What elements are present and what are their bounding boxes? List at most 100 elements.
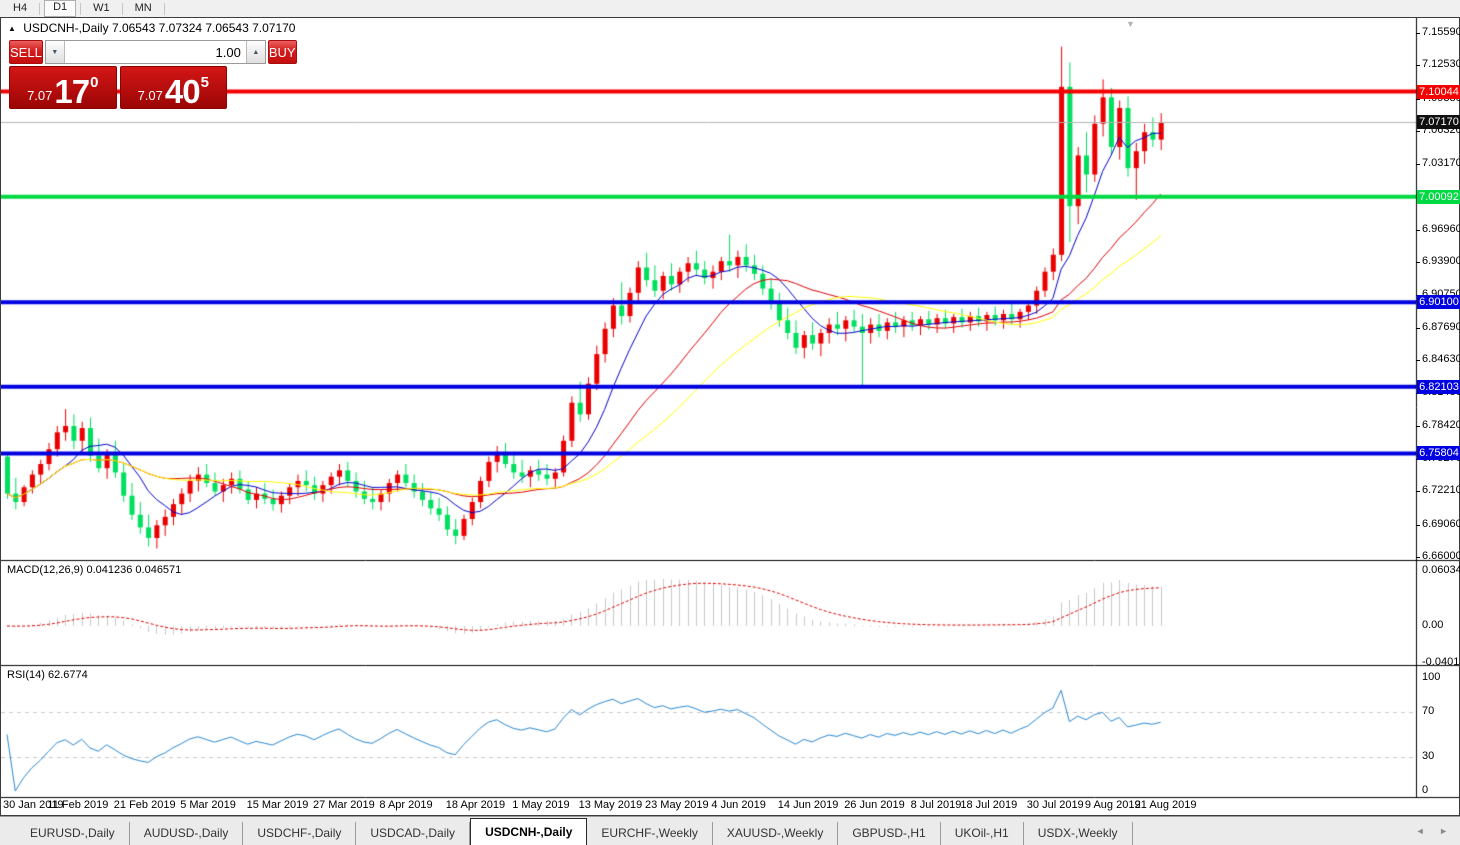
date-axis-label: 8 Jul 2019	[910, 799, 962, 811]
chart-canvas[interactable]	[1, 18, 1459, 815]
date-axis-label: 11 Feb 2019	[47, 799, 109, 811]
macd-axis-tick: 0.00	[1422, 619, 1444, 631]
date-axis-label: 18 Jul 2019	[960, 799, 1018, 811]
volume-increase-icon[interactable]: ▲	[245, 41, 265, 63]
date-axis-label: 4 Jun 2019	[711, 799, 766, 811]
price-axis-tick: 6.66000	[1416, 550, 1460, 562]
collapse-trade-panel-icon[interactable]: ▲	[8, 24, 16, 33]
tick-dash	[1416, 557, 1420, 558]
tick-dash	[1416, 65, 1420, 67]
timeframe-button-w1[interactable]: W1	[93, 2, 110, 14]
price-axis-tick: 6.84630	[1416, 353, 1460, 365]
chart-tab-eurchfweekly[interactable]: EURCHF-,Weekly	[587, 822, 713, 845]
volume-decrease-icon[interactable]: ▼	[45, 41, 65, 63]
tab-scroll-left-icon[interactable]: ◄	[1415, 826, 1425, 836]
sell-button[interactable]: SELL	[9, 40, 43, 64]
price-axis-tick: 6.87690	[1416, 321, 1460, 333]
date-axis-label: 30 Jan 2019	[3, 799, 64, 811]
timeframe-button-h4[interactable]: H4	[13, 2, 28, 14]
rsi-axis-tick: 100	[1422, 671, 1441, 683]
date-axis-label: 8 Apr 2019	[379, 799, 433, 811]
price-axis-tick: 7.03170	[1416, 157, 1460, 169]
price-level-badge: 6.90100	[1417, 295, 1460, 310]
date-axis-label: 21 Feb 2019	[113, 799, 176, 811]
sell-price-display[interactable]: 7.07 17 0	[9, 66, 117, 109]
price-axis-tick: 6.69060	[1416, 518, 1460, 530]
sell-price-big: 17	[54, 72, 90, 110]
chart-window: ▲ USDCNH-,Daily 7.06543 7.07324 7.06543 …	[0, 17, 1460, 816]
timeframe-button-mn[interactable]: MN	[134, 2, 152, 14]
chart-tab-usdcnhdaily[interactable]: USDCNH-,Daily	[470, 818, 588, 845]
price-axis-tick: 6.72210	[1416, 484, 1460, 496]
price-axis-tick: 7.15590	[1416, 26, 1460, 38]
date-axis-label: 21 Aug 2019	[1134, 799, 1197, 811]
tick-dash	[1416, 360, 1420, 362]
tick-dash	[1416, 524, 1420, 526]
price-axis-tick: 6.78420	[1416, 419, 1460, 431]
date-axis-label: 27 Mar 2019	[313, 799, 375, 811]
rsi-axis-tick: 30	[1422, 750, 1435, 763]
tab-scroll-right-icon[interactable]: ►	[1439, 826, 1448, 836]
chart-tab-gbpusdh1[interactable]: GBPUSD-,H1	[838, 822, 941, 845]
buy-price-big: 40	[164, 72, 201, 110]
chart-tab-xauusdweekly[interactable]: XAUUSD-,Weekly	[713, 822, 839, 845]
tick-dash	[1416, 98, 1420, 100]
price-level-badge: 6.82103	[1417, 379, 1460, 394]
macd-indicator-label: MACD(12,26,9) 0.041236 0.046571	[7, 564, 182, 576]
rsi-axis-tick: 70	[1422, 704, 1435, 717]
volume-input[interactable]	[64, 41, 246, 63]
timeframe-button-d1[interactable]: D1	[44, 0, 77, 17]
date-axis-label: 15 Mar 2019	[246, 799, 309, 811]
toolbar-separator	[80, 2, 82, 15]
chart-tab-eurusddaily[interactable]: EURUSD-,Daily	[16, 822, 130, 845]
tick-dash	[1416, 491, 1420, 493]
buy-button[interactable]: BUY	[267, 40, 297, 64]
date-axis-label: 13 May 2019	[578, 799, 643, 811]
toolbar-separator	[39, 2, 41, 15]
chart-symbol-label: USDCNH-,Daily	[23, 21, 109, 35]
sell-price-prefix: 7.07	[27, 88, 53, 103]
buy-price-prefix: 7.07	[137, 88, 163, 103]
date-axis-label: 18 Apr 2019	[445, 799, 506, 811]
toolbar-separator	[163, 2, 165, 15]
price-axis-tick: 7.12530	[1416, 58, 1460, 70]
date-axis-label: 14 Jun 2019	[777, 799, 839, 811]
date-axis-label: 26 Jun 2019	[844, 799, 905, 811]
chart-tab-audusddaily[interactable]: AUDUSD-,Daily	[130, 822, 244, 845]
rsi-axis-tick: 0	[1422, 784, 1429, 796]
tab-scroll-arrows: ◄ ►	[1404, 826, 1448, 836]
rsi-indicator-label: RSI(14) 62.6774	[7, 669, 88, 681]
chart-tab-usdxweekly[interactable]: USDX-,Weekly	[1024, 822, 1133, 845]
chart-tab-ukoilh1[interactable]: UKOil-,H1	[941, 822, 1024, 845]
tick-dash	[1416, 393, 1420, 395]
timeframe-toolbar: H4 D1 W1 MN	[0, 0, 1460, 17]
chart-tab-bar: EURUSD-,Daily AUDUSD-,Daily USDCHF-,Daily U…	[0, 816, 1460, 845]
price-level-badge: 6.75804	[1417, 446, 1460, 461]
volume-stepper: ▼ ▲	[44, 40, 266, 64]
chart-title: ▲ USDCNH-,Daily 7.06543 7.07324 7.06543 …	[8, 21, 295, 35]
buy-price-sup: 5	[200, 74, 209, 91]
price-level-badge: 7.00092	[1417, 189, 1460, 204]
tick-dash	[1416, 130, 1420, 132]
tick-dash	[1416, 327, 1420, 329]
tick-dash	[1416, 33, 1420, 34]
scroll-marker-icon[interactable]: ▼	[1126, 19, 1135, 29]
chart-ohlc-values: 7.06543 7.07324 7.06543 7.07170	[111, 21, 296, 35]
tick-dash	[1416, 164, 1420, 166]
tick-dash	[1416, 262, 1420, 264]
date-axis-label: 1 May 2019	[512, 799, 570, 811]
one-click-trade-panel: SELL ▼ ▲ BUY 7.07 17 0 7.07 40 5	[9, 40, 297, 110]
chart-tab-usdchfdaily[interactable]: USDCHF-,Daily	[243, 822, 357, 845]
date-axis-label: 5 Mar 2019	[180, 799, 236, 811]
sell-price-sup: 0	[90, 74, 99, 91]
chart-tab-usdcaddaily[interactable]: USDCAD-,Daily	[356, 822, 471, 845]
date-axis-label: 9 Aug 2019	[1084, 799, 1141, 811]
date-axis-label: 30 Jul 2019	[1026, 799, 1084, 811]
macd-axis-tick: 0.060343	[1422, 564, 1460, 576]
tick-dash	[1416, 229, 1420, 231]
price-axis-tick: 6.93900	[1416, 255, 1460, 267]
buy-price-display[interactable]: 7.07 40 5	[119, 66, 227, 110]
toolbar-separator	[121, 2, 123, 15]
price-level-badge: 7.07170	[1417, 114, 1460, 129]
tick-dash	[1416, 425, 1420, 427]
